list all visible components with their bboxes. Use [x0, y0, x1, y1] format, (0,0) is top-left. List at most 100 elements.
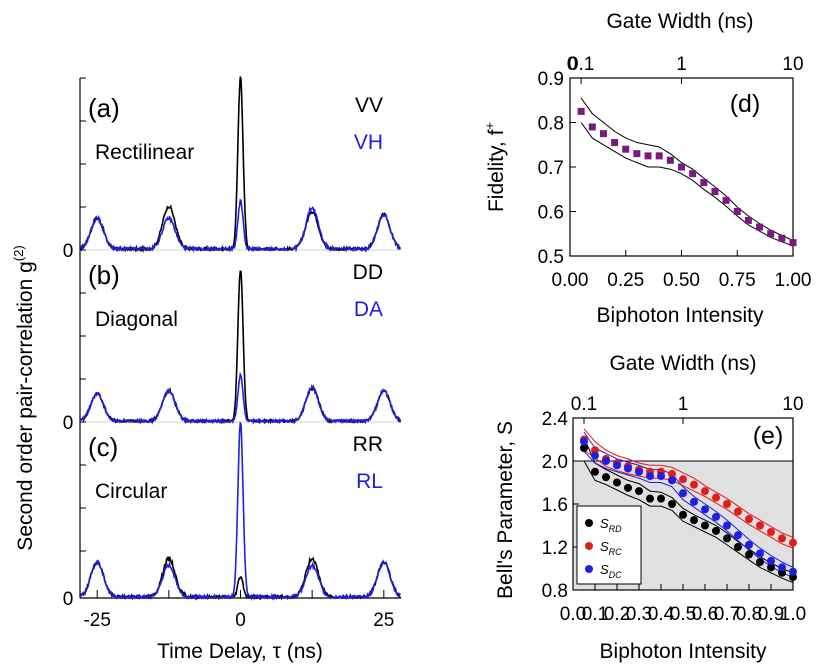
- panel-d-band-upper: [580, 97, 794, 241]
- g2-x-tick-labels: -25 0 25: [83, 610, 394, 631]
- panel-d-top-tick-label-1: 1: [676, 54, 687, 75]
- panel-e-top-tick-label-2: 10: [782, 394, 803, 415]
- g2-legend-VH: VH: [354, 131, 383, 154]
- panel-d-point: [678, 163, 685, 171]
- panel-e-band-lower-RD: [583, 460, 794, 583]
- g2-trace-DD: [79, 270, 402, 425]
- g2-zero-label-1: 0: [63, 413, 74, 434]
- panel-e-point-RD: [745, 550, 753, 559]
- panel-e-point-DC: [789, 567, 797, 576]
- panel-e-top-tick-label-0: 0.1: [571, 394, 597, 415]
- panel-d-point: [700, 179, 708, 187]
- panel-e-point-RC: [734, 507, 742, 516]
- g2-legend-DA: DA: [354, 298, 383, 321]
- g2-zero-label-2: 0: [63, 589, 74, 610]
- panel-d-ticks: 0.5 0.6 0.7 0.8 0.9 0.00 0.25 0.50 0.75 1.00 0.1 1 1…: [538, 54, 812, 291]
- panel-e-point-RD: [580, 444, 588, 453]
- panel-e-point-DC: [679, 489, 687, 498]
- panel-e-point-DC: [613, 461, 621, 470]
- panel-d-point: [655, 152, 663, 160]
- panel-e-point-RC: [701, 487, 709, 496]
- g2-panels: Second order pair-correlation g(2) 0 0 0 -…: [11, 76, 402, 663]
- g2-traces: [79, 76, 402, 601]
- panel-e-point-RD: [723, 534, 731, 543]
- panel-e-point-DC: [756, 549, 764, 558]
- panel-e-point-RC: [767, 527, 775, 536]
- panel-e-point-DC: [690, 497, 698, 506]
- g2-legend-VV: VV: [355, 94, 383, 117]
- panel-d-point: [722, 196, 730, 204]
- panel-e-legend-label-RD: SRD: [600, 516, 622, 534]
- panel-e-point-RD: [635, 487, 643, 496]
- panel-e-band-lower-DC: [583, 450, 794, 578]
- panel-e-point-DC: [701, 505, 709, 514]
- panel-d-point: [778, 234, 786, 242]
- panel-d-points: [577, 107, 797, 247]
- panel-e-x-tick-label-2: 0.2: [604, 604, 630, 625]
- panel-e-point-RC: [756, 521, 764, 530]
- panel-e-legend-label-DC: SDC: [600, 562, 622, 580]
- panel-e-point-DC: [646, 472, 654, 481]
- g2-trace-VH: [80, 198, 401, 254]
- panel-e-ticks: 0.81.21.62.02.40.00.10.20.30.40.50.60.70…: [542, 394, 807, 625]
- panel-e-point-DC: [778, 563, 786, 572]
- panel-e-x-tick-label-8: 0.8: [736, 604, 762, 625]
- panel-e-point-RD: [624, 483, 632, 492]
- panel-e-point-DC: [580, 437, 588, 446]
- panel-e-top-tick-label-1: 1: [678, 394, 689, 415]
- panel-d-point: [622, 145, 630, 153]
- panel-d-point: [633, 150, 641, 158]
- panel-e-legend: SRD SRC SDC: [576, 505, 642, 585]
- panel-e-y-tick-label-2: 1.6: [542, 495, 568, 516]
- panel-d-x-axis-label: Biphoton Intensity: [597, 304, 764, 327]
- panel-e-x-tick-label-1: 0.1: [582, 604, 608, 625]
- g2-annotations: (a) Rectilinear VV VH (b) Diagonal DD DA (c) Circ…: [88, 93, 383, 503]
- panel-e-point-RD: [756, 558, 764, 567]
- g2-panel-name-2: Circular: [95, 480, 167, 503]
- panel-d-point: [599, 130, 607, 138]
- panel-e-point-RD: [701, 521, 709, 530]
- panel-e-point-RD: [712, 526, 720, 535]
- panel-d-y-axis-label: Fidelity, f+: [482, 122, 508, 212]
- panel-e-y-tick-label-3: 2.0: [542, 452, 568, 473]
- panel-e-x-tick-label-9: 0.9: [758, 604, 784, 625]
- panel-e-legend-label-RC: SRC: [600, 539, 622, 557]
- panel-e-point-DC: [624, 464, 632, 473]
- panel-e-point-RD: [734, 543, 742, 551]
- g2-panel-letter-0: (a): [88, 93, 120, 123]
- g2-trace-RL: [79, 421, 402, 601]
- panel-d-point: [789, 239, 797, 247]
- panel-e-point-RD: [591, 467, 599, 476]
- panel-e-point-DC: [745, 540, 753, 549]
- panel-e-y-axis-label: Bell's Parameter, S: [494, 421, 517, 599]
- panel-e-point-DC: [591, 451, 599, 460]
- panel-e-y-tick-label-0: 0.8: [542, 581, 568, 602]
- g2-x-axis-label: Time Delay, τ (ns): [157, 640, 323, 663]
- g2-zero-labels: 0 0 0: [63, 241, 74, 610]
- panel-e-point-RD: [679, 510, 687, 519]
- panel-e-x-tick-label-3: 0.3: [626, 604, 652, 625]
- g2-panel-name-0: Rectilinear: [95, 141, 194, 164]
- panel-e-point-RD: [668, 500, 676, 508]
- panel-e-point-DC: [734, 531, 742, 540]
- panel-e-point-DC: [657, 472, 665, 481]
- panel-e-point-RC: [723, 500, 731, 508]
- g2-panel-letter-1: (b): [88, 260, 120, 290]
- panel-e-point-RC: [668, 469, 676, 478]
- panel-d-top-axis-title: Gate Width (ns): [606, 10, 753, 33]
- panel-e-point-RD: [657, 494, 665, 503]
- panel-e-point-DC: [767, 556, 775, 565]
- panel-e-point-RD: [767, 563, 775, 572]
- panel-e-x-tick-label-4: 0.4: [648, 604, 675, 625]
- panel-e-point-RC: [690, 480, 698, 489]
- g2-zero-label-0: 0: [63, 241, 74, 262]
- panel-d-y-tick-label-2: 0.7: [538, 158, 564, 179]
- panel-d-point: [733, 208, 741, 215]
- panel-d-x-tick-label-0: 0.00: [552, 270, 589, 291]
- panel-d-letter: (d): [730, 90, 761, 118]
- panel-e-point-RC: [789, 538, 797, 547]
- panel-e-points: [580, 435, 797, 582]
- panel-d-y-tick-label-0: 0.5: [538, 247, 564, 268]
- panel-d-point: [767, 230, 775, 238]
